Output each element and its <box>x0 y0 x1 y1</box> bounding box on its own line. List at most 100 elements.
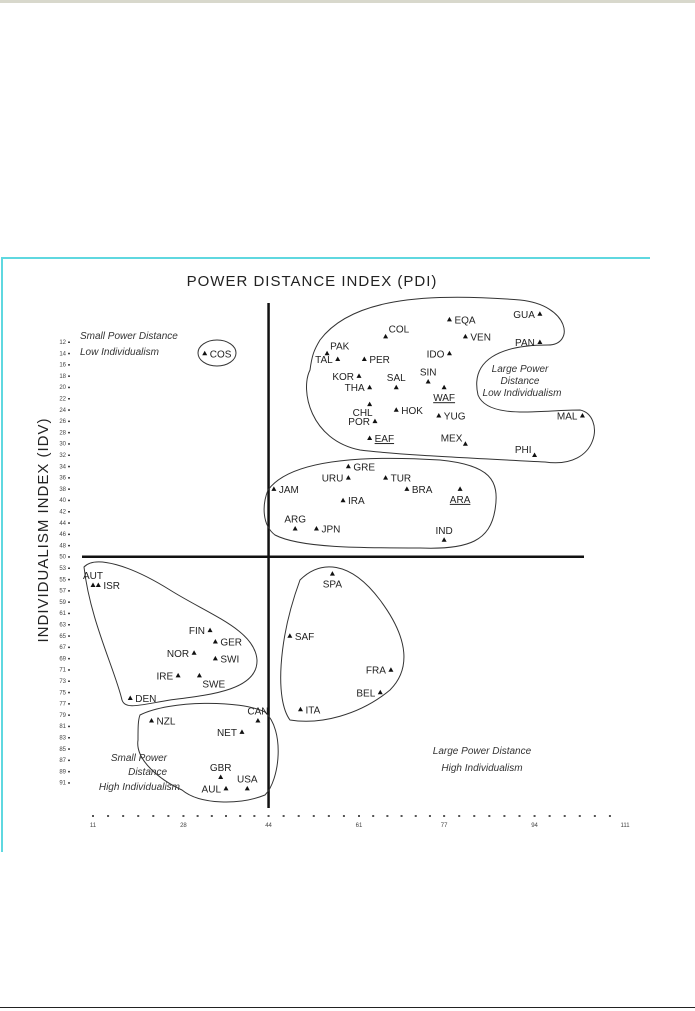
y-tick-mark <box>68 465 70 468</box>
x-tick-mark <box>327 815 330 817</box>
point-label: GER <box>220 637 242 648</box>
cluster-outline-small-pd-high-idv <box>137 702 279 803</box>
y-tick-label: 26 <box>59 419 66 425</box>
x-tick-mark <box>386 815 389 817</box>
y-tick-label: 48 <box>59 543 66 549</box>
data-point-swe: SWE <box>196 672 226 690</box>
triangle-marker-icon <box>462 333 468 339</box>
triangle-marker-icon <box>223 785 229 791</box>
y-tick-label: 75 <box>59 690 66 696</box>
data-point-can: CAN <box>247 707 268 723</box>
x-tick-label: 77 <box>441 823 448 829</box>
x-tick-label: 28 <box>180 823 187 829</box>
data-point-uru: URU <box>322 474 351 485</box>
y-tick-mark <box>68 725 70 728</box>
point-label: ISR <box>103 581 120 592</box>
data-point-tal: TAL <box>315 355 341 366</box>
x-tick-mark <box>297 815 300 817</box>
y-tick-mark <box>68 567 70 569</box>
y-tick-mark <box>68 511 70 513</box>
point-label: SPA <box>323 580 343 591</box>
data-point-usa: USA <box>237 774 258 791</box>
y-tick-mark <box>68 341 70 343</box>
triangle-marker-icon <box>377 689 383 695</box>
point-label: YUG <box>444 411 466 422</box>
x-tick-mark <box>137 815 140 817</box>
x-tick-label: 11 <box>90 823 97 829</box>
data-point-mex: MEX <box>441 434 468 446</box>
quadrant-label-line: Small Power Distance <box>80 331 178 342</box>
point-label: ARG <box>284 514 306 525</box>
x-tick-mark <box>282 815 285 817</box>
data-point-ita: ITA <box>297 705 321 716</box>
chart-title: POWER DISTANCE INDEX (PDI) <box>187 273 438 290</box>
triangle-marker-icon <box>340 497 346 503</box>
data-point-phi: PHI <box>515 445 538 457</box>
point-label: GBR <box>210 763 232 774</box>
y-tick-mark <box>68 578 70 581</box>
y-tick-mark <box>68 544 70 547</box>
point-label: USA <box>237 774 258 785</box>
data-point-net: NET <box>217 728 245 739</box>
y-tick-mark <box>68 431 70 434</box>
point-label: TAL <box>315 355 333 366</box>
point-label: PAN <box>515 338 535 349</box>
y-tick-mark <box>68 477 70 479</box>
point-label: EQA <box>454 315 475 326</box>
data-point-tur: TUR <box>383 474 411 485</box>
y-tick-label: 18 <box>59 374 66 380</box>
y-tick-label: 20 <box>59 385 66 391</box>
y-tick-mark <box>68 737 70 739</box>
point-label: VEN <box>470 332 491 343</box>
y-tick-mark <box>68 386 70 389</box>
y-tick-mark <box>68 759 70 762</box>
axis-ticks: 12 14 16 18 20 22 24 26 28 30 32 34 36 38 40 42 44 46 48 50… <box>59 340 630 829</box>
triangle-marker-icon <box>345 475 351 480</box>
y-tick-label: 42 <box>59 510 66 516</box>
data-point-eaf: EAF <box>367 434 394 445</box>
x-tick-mark <box>167 815 170 817</box>
y-tick-label: 22 <box>59 397 66 403</box>
data-point-mal: MAL <box>557 411 585 422</box>
data-point-per: PER <box>361 355 390 366</box>
triangle-marker-icon <box>388 667 394 672</box>
y-tick-label: 34 <box>59 464 66 470</box>
quadrant-label-line: High Individualism <box>99 782 180 793</box>
x-tick-mark <box>253 815 256 817</box>
y-tick-mark <box>68 488 70 490</box>
quadrant-label-bottom-right: Large Power Distance High Individualism <box>433 746 532 774</box>
data-point-cos: COS <box>202 349 232 360</box>
y-tick-mark <box>68 770 70 773</box>
data-point-bel: BEL <box>356 688 383 699</box>
y-tick-label: 46 <box>59 532 66 538</box>
point-label: IDO <box>427 349 445 360</box>
point-label: JPN <box>321 524 340 535</box>
x-tick-mark <box>239 815 242 817</box>
data-point-swi: SWI <box>212 654 239 665</box>
triangle-marker-icon <box>532 452 538 457</box>
triangle-marker-icon <box>383 475 389 480</box>
x-tick-mark <box>503 815 506 817</box>
data-point-yug: YUG <box>436 411 466 422</box>
y-tick-mark <box>68 533 70 536</box>
triangle-marker-icon <box>404 486 410 491</box>
triangle-marker-icon <box>196 672 202 678</box>
point-label: NZL <box>157 717 176 728</box>
point-label: IND <box>436 526 453 537</box>
triangle-marker-icon <box>271 486 277 491</box>
y-tick-label: 55 <box>59 577 66 583</box>
data-point-nor: NOR <box>167 649 197 660</box>
data-points: COS EQA GUA COL VEN PAN IDO PAK TAL PER SIN KOR SAL W… <box>83 310 585 795</box>
y-tick-mark <box>68 748 70 750</box>
y-tick-label: 57 <box>59 589 66 595</box>
data-point-gbr: GBR <box>210 763 232 780</box>
y-tick-label: 91 <box>59 781 66 787</box>
y-tick-mark <box>68 364 70 366</box>
data-point-gua: GUA <box>513 310 543 321</box>
data-point-sal: SAL <box>387 373 406 390</box>
quadrant-label-line: Low Individualism <box>483 388 562 399</box>
point-label: SAL <box>387 373 406 384</box>
triangle-marker-icon <box>367 435 373 441</box>
triangle-marker-icon <box>441 537 447 542</box>
